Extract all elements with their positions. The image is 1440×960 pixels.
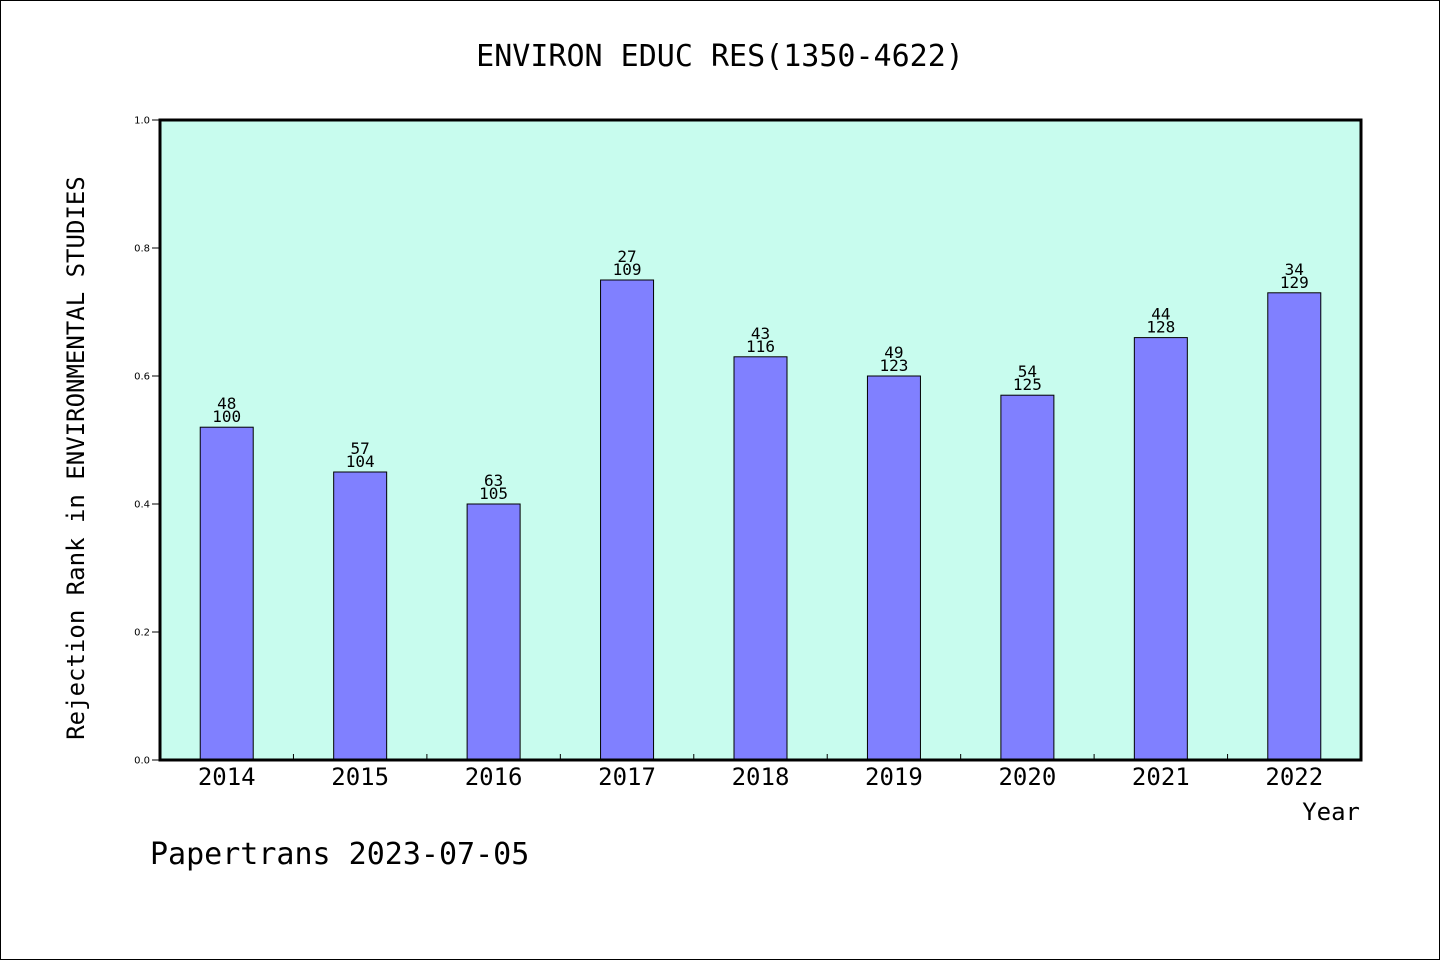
bar-2017 bbox=[600, 279, 655, 761]
bar-2016 bbox=[466, 503, 521, 761]
x-tick-label-2015: 2015 bbox=[331, 763, 389, 791]
x-tick-label-2018: 2018 bbox=[732, 763, 790, 791]
x-tick-label-2017: 2017 bbox=[598, 763, 656, 791]
data-label-bottom-2018: 116 bbox=[746, 337, 775, 356]
data-label-top-2021: 44 bbox=[1151, 305, 1170, 324]
data-label-top-2019: 49 bbox=[884, 343, 903, 362]
bar-2014 bbox=[199, 426, 254, 761]
data-label-top-2017: 27 bbox=[617, 247, 636, 266]
data-label-top-2014: 48 bbox=[217, 394, 236, 413]
bar-2020 bbox=[1000, 394, 1055, 761]
data-label-bottom-2022: 129 bbox=[1280, 273, 1309, 292]
data-label-bottom-2021: 128 bbox=[1146, 318, 1175, 337]
data-label-top-2015: 57 bbox=[351, 439, 370, 458]
plot-border bbox=[158, 118, 1363, 762]
chart-title: ENVIRON EDUC RES(1350-4622) bbox=[476, 39, 964, 74]
bars-group bbox=[199, 279, 1322, 761]
axis-ticks-group: 2014 2015 2016 2017 2018 2019 2020 2021 2022 0.0 0… bbox=[134, 116, 1323, 792]
y-axis-label: Rejection Rank in ENVIRONMENTAL STUDIES bbox=[62, 176, 90, 740]
footer-credit: Papertrans 2023-07-05 bbox=[150, 837, 529, 872]
bar-2015 bbox=[333, 471, 388, 761]
x-tick-label-2014: 2014 bbox=[198, 763, 256, 791]
data-label-top-2016: 63 bbox=[484, 471, 503, 490]
data-label-top-2020: 54 bbox=[1018, 362, 1037, 381]
data-label-bottom-2015: 104 bbox=[346, 452, 375, 471]
y-tick-label: 1.0 bbox=[134, 116, 150, 127]
data-label-bottom-2016: 105 bbox=[479, 484, 508, 503]
y-tick-label: 0.6 bbox=[134, 372, 150, 383]
y-tick-label: 0.2 bbox=[134, 628, 150, 639]
data-label-bottom-2020: 125 bbox=[1013, 375, 1042, 394]
x-tick-label-2016: 2016 bbox=[465, 763, 523, 791]
x-axis-label: Year bbox=[1302, 798, 1360, 826]
data-label-top-2018: 43 bbox=[751, 324, 770, 343]
data-label-bottom-2017: 109 bbox=[613, 260, 642, 279]
bar-2019 bbox=[866, 375, 921, 761]
bar-2022 bbox=[1267, 292, 1322, 761]
x-tick-label-2022: 2022 bbox=[1265, 763, 1323, 791]
y-tick-label: 0.8 bbox=[134, 244, 150, 255]
data-label-top-2022: 34 bbox=[1285, 260, 1304, 279]
y-tick-label: 0.0 bbox=[134, 756, 150, 767]
x-tick-label-2019: 2019 bbox=[865, 763, 923, 791]
y-tick-label: 0.4 bbox=[134, 500, 150, 511]
bar-2021 bbox=[1133, 337, 1188, 761]
x-tick-label-2020: 2020 bbox=[998, 763, 1056, 791]
x-tick-label-2021: 2021 bbox=[1132, 763, 1190, 791]
bar-2018 bbox=[733, 356, 788, 761]
data-label-bottom-2019: 123 bbox=[879, 356, 908, 375]
data-label-bottom-2014: 100 bbox=[212, 407, 241, 426]
